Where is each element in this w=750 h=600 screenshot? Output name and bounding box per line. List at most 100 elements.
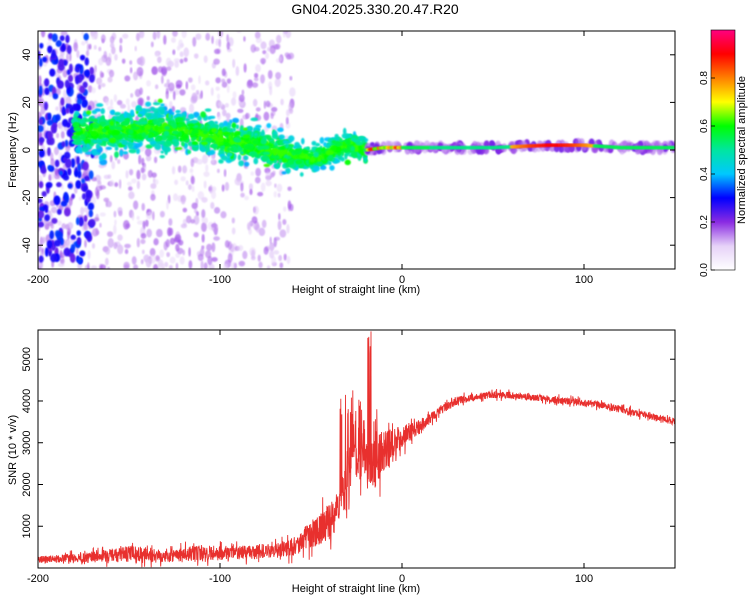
- ridge-peak: [302, 150, 310, 154]
- noise-speck: [258, 227, 266, 237]
- noise-speck: [171, 166, 176, 175]
- noise-speck: [198, 75, 201, 85]
- noise-speck: [216, 93, 221, 100]
- ridge-blob: [174, 146, 183, 150]
- noise-speck: [156, 228, 163, 238]
- noise-speck: [218, 38, 222, 48]
- noise-speck: [150, 193, 156, 201]
- ridge-blob: [145, 125, 151, 131]
- noise-speck: [190, 84, 196, 91]
- noise-dot: [38, 137, 45, 143]
- noise-dot: [49, 68, 56, 77]
- x-tick-label: 100: [575, 274, 593, 286]
- ridge-blob: [115, 141, 120, 145]
- noise-speck: [271, 106, 278, 112]
- noise-speck: [255, 224, 261, 233]
- noise-dot: [76, 155, 80, 165]
- ridge-blob: [198, 131, 203, 136]
- noise-speck: [246, 79, 254, 89]
- noise-speck: [83, 223, 87, 230]
- ridge-blob: [250, 117, 259, 122]
- ridge-blob: [242, 127, 248, 131]
- ridge-peak: [115, 125, 124, 131]
- ridge-blob: [135, 107, 143, 112]
- ridge-blob: [153, 119, 160, 125]
- noise-speck: [195, 90, 200, 95]
- noise-speck: [73, 42, 78, 52]
- ridge-blob: [243, 161, 250, 167]
- ridge-blob: [159, 108, 165, 116]
- noise-speck: [180, 176, 186, 182]
- noise-speck: [124, 249, 129, 255]
- noise-dot: [52, 114, 57, 124]
- y-tick-label: 2000: [21, 472, 33, 496]
- ridge-blob: [214, 138, 222, 143]
- noise-speck: [113, 94, 118, 103]
- noise-speck: [221, 81, 228, 88]
- noise-speck: [260, 41, 267, 50]
- noise-speck: [77, 262, 83, 269]
- noise-speck: [262, 50, 267, 55]
- noise-speck: [150, 254, 156, 264]
- noise-dot: [79, 250, 86, 257]
- ridge-blob: [243, 155, 249, 161]
- noise-speck: [287, 186, 292, 192]
- noise-speck: [265, 180, 272, 187]
- ridge-peak: [299, 154, 308, 159]
- noise-speck: [211, 257, 218, 262]
- noise-dot: [38, 221, 45, 228]
- noise-dot: [62, 157, 67, 163]
- noise-dot: [43, 101, 49, 111]
- ridge-blob: [227, 152, 233, 157]
- ridge-blob: [190, 119, 199, 124]
- ridge-blob: [238, 160, 245, 167]
- ridge-blob: [99, 121, 107, 126]
- noise-dot: [70, 158, 76, 168]
- ridge-blob: [274, 142, 278, 147]
- ridge-peak: [136, 129, 143, 133]
- ridge-blob: [91, 148, 99, 156]
- noise-speck: [188, 184, 192, 190]
- noise-speck: [264, 127, 270, 132]
- x-tick-label: 100: [575, 573, 593, 585]
- noise-speck: [254, 31, 261, 39]
- noise-dot: [47, 112, 52, 121]
- ridge-blob: [307, 152, 315, 157]
- noise-speck: [141, 249, 145, 255]
- noise-speck: [218, 101, 224, 108]
- y-tick-label: -40: [21, 237, 33, 253]
- spectrogram-y-ticks: -40 -20 0 20 40: [21, 49, 675, 253]
- ridge-blob: [229, 127, 234, 133]
- ridge-peak: [200, 141, 208, 146]
- spectrogram-y-label: Frequency (Hz): [7, 112, 19, 188]
- noise-speck: [269, 45, 276, 55]
- noise-speck: [119, 37, 123, 44]
- ridge-blob: [218, 159, 224, 164]
- noise-speck: [215, 86, 220, 91]
- noise-speck: [251, 82, 259, 88]
- ridge-blob: [119, 149, 124, 157]
- noise-speck: [221, 184, 225, 192]
- noise-speck: [138, 56, 146, 67]
- noise-speck: [279, 56, 282, 62]
- noise-speck: [140, 157, 145, 166]
- noise-speck: [145, 155, 152, 162]
- noise-speck: [185, 215, 192, 224]
- ridge-blob: [265, 134, 272, 141]
- ridge-blob: [94, 108, 102, 112]
- noise-dot: [59, 170, 63, 176]
- noise-speck: [133, 264, 139, 269]
- noise-dot: [74, 170, 79, 178]
- ridge-peak: [141, 132, 147, 138]
- noise-speck: [146, 228, 152, 238]
- noise-speck: [258, 261, 263, 269]
- noise-speck: [206, 243, 213, 252]
- noise-speck: [289, 87, 296, 97]
- y-tick-label: 1000: [21, 514, 33, 538]
- noise-dot: [65, 107, 70, 114]
- ridge-blob: [228, 134, 232, 140]
- ridge-blob: [342, 127, 347, 135]
- noise-dot: [57, 63, 65, 71]
- noise-speck: [168, 218, 173, 226]
- noise-dot: [46, 119, 54, 126]
